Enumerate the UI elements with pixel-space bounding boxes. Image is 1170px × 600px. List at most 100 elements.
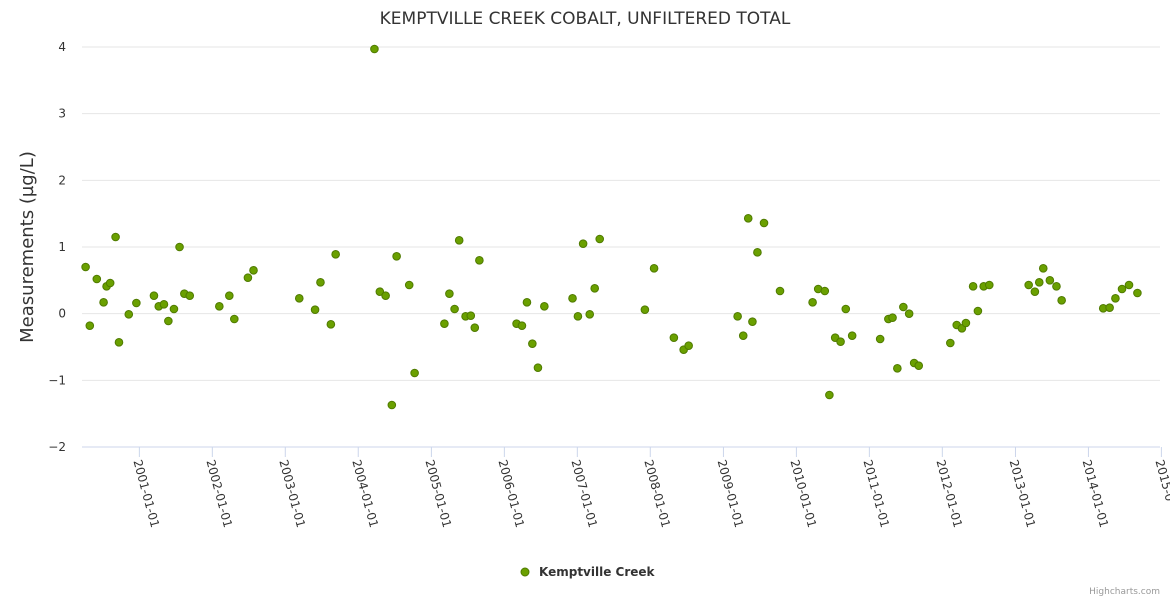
data-point[interactable] — [684, 341, 693, 350]
x-tick-label: 2003-01-01 — [276, 458, 308, 529]
data-point[interactable] — [573, 312, 583, 321]
data-point[interactable] — [331, 250, 340, 259]
data-point[interactable] — [1024, 280, 1033, 290]
data-point[interactable] — [225, 291, 234, 300]
data-point[interactable] — [808, 298, 817, 307]
data-point[interactable] — [522, 298, 532, 307]
data-point[interactable] — [392, 252, 401, 261]
legend-marker — [520, 567, 530, 577]
data-point[interactable] — [733, 312, 742, 321]
data-point[interactable] — [875, 334, 885, 344]
data-point[interactable] — [1034, 278, 1044, 287]
data-point[interactable] — [185, 291, 195, 300]
data-point[interactable] — [888, 313, 897, 322]
data-point[interactable] — [738, 331, 748, 340]
data-point[interactable] — [568, 294, 577, 303]
data-point[interactable] — [230, 314, 239, 324]
credits-link[interactable]: Highcharts.com — [1089, 587, 1160, 597]
data-point[interactable] — [175, 242, 184, 252]
data-point[interactable] — [973, 306, 983, 316]
data-point[interactable] — [375, 287, 385, 296]
data-point[interactable] — [841, 304, 851, 314]
data-point[interactable] — [585, 310, 595, 319]
data-point[interactable] — [748, 317, 757, 326]
x-tick-label: 2007-01-01 — [568, 458, 600, 529]
data-point[interactable] — [640, 305, 650, 314]
data-point[interactable] — [404, 280, 414, 290]
data-point[interactable] — [326, 320, 336, 329]
data-point[interactable] — [370, 44, 379, 54]
data-point[interactable] — [517, 321, 527, 330]
data-point[interactable] — [968, 282, 978, 291]
data-point[interactable] — [445, 289, 454, 298]
data-point[interactable] — [649, 264, 659, 273]
data-point[interactable] — [946, 338, 955, 348]
data-point[interactable] — [85, 321, 95, 330]
data-point[interactable] — [316, 278, 325, 287]
data-point[interactable] — [759, 218, 769, 228]
data-point[interactable] — [450, 304, 459, 314]
data-point[interactable] — [984, 280, 994, 290]
data-point[interactable] — [470, 323, 480, 332]
data-point[interactable] — [159, 300, 169, 309]
data-point[interactable] — [1124, 280, 1134, 290]
data-point[interactable] — [310, 305, 320, 314]
data-point[interactable] — [533, 363, 543, 372]
data-point[interactable] — [114, 338, 124, 347]
data-point[interactable] — [1117, 284, 1127, 294]
data-point[interactable] — [753, 248, 762, 257]
legend[interactable]: Kemptville Creek — [520, 565, 656, 579]
data-point[interactable] — [847, 331, 857, 340]
data-point[interactable] — [105, 278, 115, 288]
x-tick-label: 2002-01-01 — [203, 458, 235, 529]
data-point[interactable] — [1111, 294, 1120, 303]
data-point[interactable] — [466, 311, 476, 320]
data-point[interactable] — [387, 400, 397, 410]
data-point[interactable] — [454, 236, 464, 245]
data-point[interactable] — [132, 298, 141, 308]
data-point[interactable] — [164, 316, 173, 326]
data-point[interactable] — [1052, 282, 1061, 291]
x-tick-label: 2001-01-01 — [130, 458, 162, 529]
data-point[interactable] — [81, 262, 90, 272]
data-point[interactable] — [149, 291, 159, 300]
data-point[interactable] — [820, 286, 830, 296]
data-point[interactable] — [595, 234, 605, 244]
data-point[interactable] — [124, 310, 134, 319]
data-point[interactable] — [169, 304, 179, 314]
data-point[interactable] — [836, 337, 845, 346]
data-point[interactable] — [1038, 264, 1048, 273]
data-point[interactable] — [590, 284, 600, 293]
data-point[interactable] — [475, 256, 484, 265]
data-point[interactable] — [961, 318, 971, 328]
data-point[interactable] — [669, 333, 679, 342]
data-point[interactable] — [1030, 287, 1040, 296]
legend-item-kemptville-creek[interactable]: Kemptville Creek — [539, 565, 656, 579]
data-point[interactable] — [899, 302, 908, 312]
x-tick-label: 2005-01-01 — [423, 458, 455, 529]
data-point[interactable] — [775, 286, 785, 296]
data-point[interactable] — [825, 390, 834, 400]
data-point[interactable] — [893, 364, 902, 373]
data-point[interactable] — [410, 368, 419, 378]
data-point[interactable] — [92, 274, 102, 284]
data-point[interactable] — [578, 239, 588, 248]
data-point[interactable] — [99, 298, 108, 307]
data-point[interactable] — [528, 339, 537, 348]
data-point[interactable] — [111, 232, 120, 242]
data-point[interactable] — [1057, 296, 1066, 305]
data-point[interactable] — [1105, 303, 1114, 312]
data-point[interactable] — [540, 302, 549, 311]
data-point[interactable] — [743, 214, 753, 223]
data-point[interactable] — [914, 361, 924, 370]
data-point[interactable] — [440, 319, 449, 328]
data-point[interactable] — [249, 266, 258, 275]
data-point[interactable] — [215, 302, 224, 311]
data-point[interactable] — [243, 273, 253, 282]
data-point[interactable] — [294, 294, 304, 303]
x-tick-label: 2009-01-01 — [715, 458, 747, 529]
data-point[interactable] — [1045, 276, 1055, 285]
data-point[interactable] — [904, 309, 914, 318]
data-point[interactable] — [381, 291, 390, 300]
data-point[interactable] — [1133, 288, 1142, 298]
